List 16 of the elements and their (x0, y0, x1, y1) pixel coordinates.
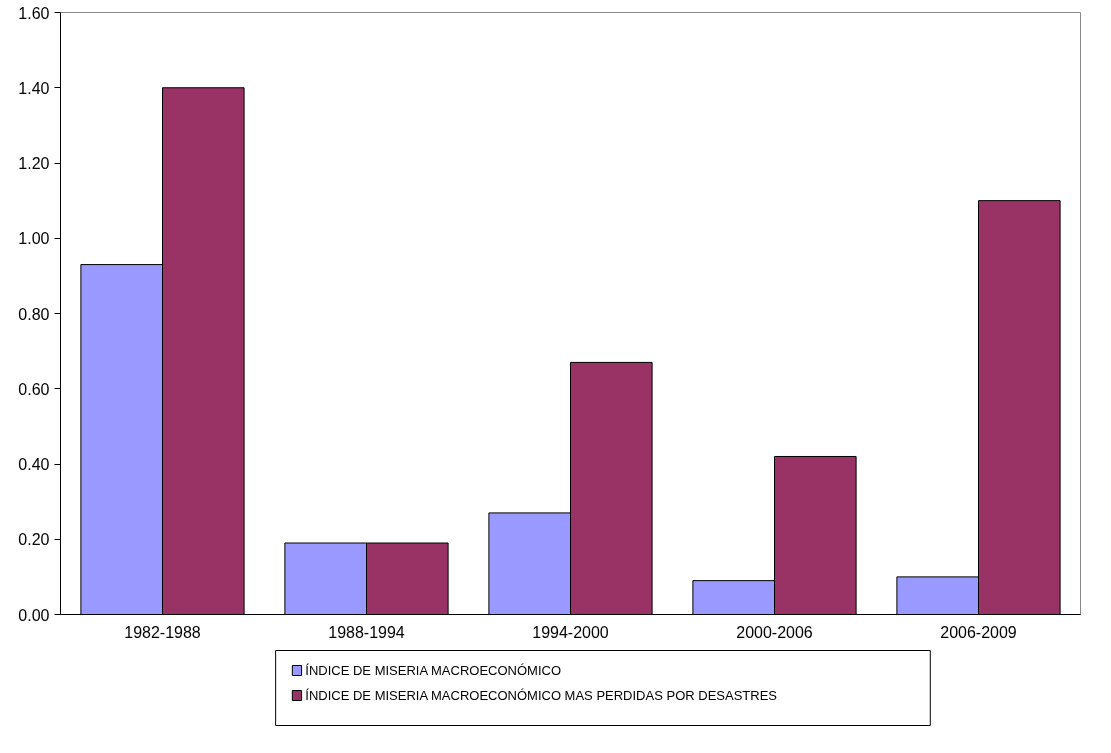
y-tick-label: 1.40 (18, 79, 50, 97)
x-tick-label: 1988-1994 (328, 623, 405, 641)
x-tick-label: 1982-1988 (124, 623, 201, 641)
y-tick-label: 0.20 (18, 531, 50, 549)
y-tick-label: 0.00 (18, 606, 50, 624)
y-tick-label: 0.60 (18, 380, 50, 398)
y-tick-label: 0.80 (18, 305, 50, 323)
y-tick-label: 1.20 (18, 155, 50, 172)
y-tick-label: 0.40 (18, 456, 50, 473)
y-tick-label: 1.60 (18, 4, 50, 22)
legend-label: ÍNDICE DE MISERIA MACROECONÓMICO (305, 663, 561, 678)
legend-label: ÍNDICE DE MISERIA MACROECONÓMICO MAS PERDIDAS POR DESASTRES (305, 688, 778, 703)
x-tick-label: 2006-2009 (940, 623, 1017, 641)
y-tick-label: 1.00 (18, 230, 50, 248)
x-tick-label: 2000-2006 (736, 623, 813, 641)
x-tick-label: 1994-2000 (532, 623, 609, 641)
